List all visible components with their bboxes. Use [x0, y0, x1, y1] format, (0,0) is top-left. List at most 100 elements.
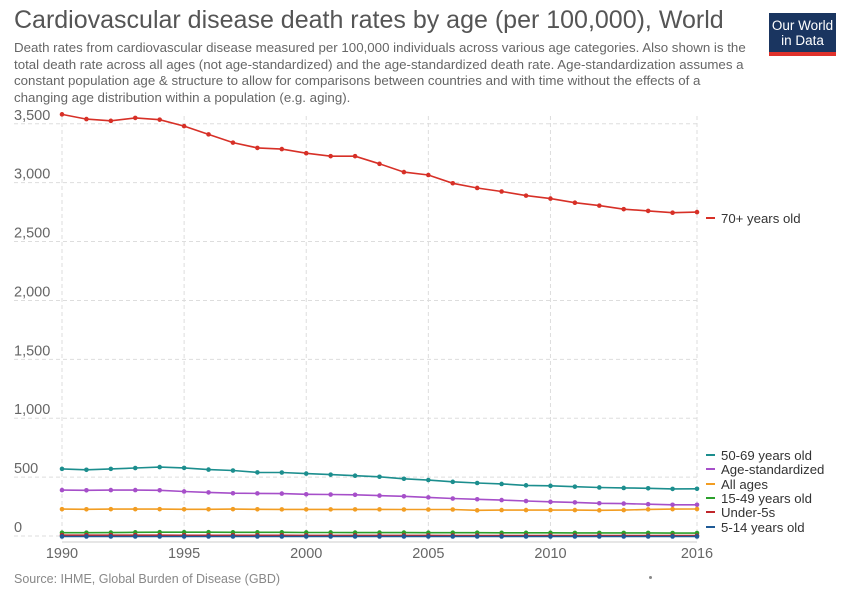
- data-point[interactable]: [255, 470, 260, 475]
- data-point[interactable]: [548, 196, 553, 201]
- data-point[interactable]: [426, 172, 431, 178]
- data-point[interactable]: [694, 486, 700, 492]
- data-point[interactable]: [206, 132, 211, 137]
- data-point[interactable]: [59, 487, 65, 493]
- data-point[interactable]: [548, 483, 553, 489]
- data-point[interactable]: [474, 508, 480, 513]
- data-point[interactable]: [401, 169, 407, 175]
- data-point[interactable]: [401, 534, 407, 539]
- data-point[interactable]: [279, 470, 285, 475]
- data-point[interactable]: [401, 494, 407, 499]
- data-point[interactable]: [328, 153, 333, 159]
- data-point[interactable]: [59, 506, 65, 512]
- data-point[interactable]: [303, 492, 309, 497]
- data-point[interactable]: [572, 484, 578, 489]
- data-point[interactable]: [621, 485, 627, 491]
- data-point[interactable]: [621, 206, 627, 212]
- data-point[interactable]: [450, 479, 456, 485]
- data-point[interactable]: [499, 189, 504, 194]
- data-point[interactable]: [426, 477, 431, 483]
- data-point[interactable]: [474, 496, 480, 502]
- data-point[interactable]: [157, 117, 162, 122]
- data-point[interactable]: [157, 488, 162, 493]
- legend-item[interactable]: 50-69 years old: [706, 448, 812, 463]
- data-point[interactable]: [401, 507, 407, 512]
- data-point[interactable]: [499, 481, 504, 487]
- data-point[interactable]: [255, 491, 260, 496]
- data-point[interactable]: [572, 507, 578, 513]
- data-point[interactable]: [108, 466, 114, 472]
- legend-item[interactable]: 5-14 years old: [706, 520, 805, 535]
- data-point[interactable]: [181, 123, 187, 129]
- data-point[interactable]: [181, 534, 187, 539]
- data-point[interactable]: [548, 499, 553, 505]
- data-point[interactable]: [255, 145, 260, 151]
- data-point[interactable]: [499, 507, 504, 513]
- data-point[interactable]: [474, 185, 480, 191]
- data-point[interactable]: [303, 150, 309, 156]
- series-70-years-old[interactable]: [59, 112, 700, 215]
- data-point[interactable]: [670, 502, 675, 508]
- data-point[interactable]: [181, 465, 187, 471]
- data-point[interactable]: [84, 116, 89, 122]
- data-point[interactable]: [84, 467, 89, 473]
- data-point[interactable]: [474, 534, 480, 539]
- data-point[interactable]: [279, 491, 285, 496]
- data-point[interactable]: [597, 203, 602, 208]
- data-point[interactable]: [694, 502, 700, 508]
- data-point[interactable]: [548, 534, 553, 539]
- data-point[interactable]: [328, 492, 333, 497]
- data-point[interactable]: [450, 496, 456, 501]
- data-point[interactable]: [132, 465, 138, 471]
- data-point[interactable]: [426, 534, 431, 539]
- data-point[interactable]: [426, 507, 431, 512]
- data-point[interactable]: [206, 506, 211, 512]
- data-point[interactable]: [255, 506, 260, 512]
- data-point[interactable]: [426, 495, 431, 500]
- data-point[interactable]: [523, 483, 529, 488]
- data-point[interactable]: [597, 500, 602, 506]
- series-age-standardized[interactable]: [59, 487, 700, 508]
- data-point[interactable]: [328, 534, 333, 539]
- data-point[interactable]: [377, 474, 382, 480]
- data-point[interactable]: [377, 507, 382, 512]
- data-point[interactable]: [59, 112, 65, 117]
- data-point[interactable]: [548, 507, 553, 513]
- data-point[interactable]: [84, 534, 89, 539]
- series-5-14-years-old[interactable]: [59, 534, 700, 539]
- data-point[interactable]: [230, 506, 236, 512]
- data-point[interactable]: [694, 209, 700, 215]
- data-point[interactable]: [670, 210, 675, 215]
- data-point[interactable]: [59, 466, 65, 472]
- data-point[interactable]: [572, 500, 578, 505]
- data-point[interactable]: [108, 506, 114, 512]
- data-point[interactable]: [132, 115, 138, 121]
- data-point[interactable]: [621, 501, 627, 506]
- data-point[interactable]: [108, 487, 114, 493]
- data-point[interactable]: [450, 534, 456, 539]
- data-point[interactable]: [206, 490, 211, 495]
- data-point[interactable]: [59, 534, 65, 539]
- data-point[interactable]: [230, 468, 236, 473]
- data-point[interactable]: [645, 208, 651, 214]
- data-point[interactable]: [303, 471, 309, 476]
- data-point[interactable]: [499, 534, 504, 539]
- legend-item[interactable]: 70+ years old: [706, 211, 801, 226]
- series-all-ages[interactable]: [59, 506, 700, 513]
- data-point[interactable]: [572, 534, 578, 539]
- data-point[interactable]: [108, 534, 114, 539]
- data-point[interactable]: [279, 146, 285, 152]
- data-point[interactable]: [84, 488, 89, 493]
- data-point[interactable]: [132, 506, 138, 512]
- data-point[interactable]: [645, 486, 651, 491]
- data-point[interactable]: [303, 534, 309, 539]
- data-point[interactable]: [157, 534, 162, 539]
- data-point[interactable]: [230, 534, 236, 539]
- data-point[interactable]: [499, 497, 504, 503]
- data-point[interactable]: [572, 200, 578, 205]
- data-point[interactable]: [670, 506, 675, 512]
- data-point[interactable]: [401, 476, 407, 482]
- data-point[interactable]: [450, 180, 456, 186]
- data-point[interactable]: [377, 534, 382, 539]
- data-point[interactable]: [523, 193, 529, 198]
